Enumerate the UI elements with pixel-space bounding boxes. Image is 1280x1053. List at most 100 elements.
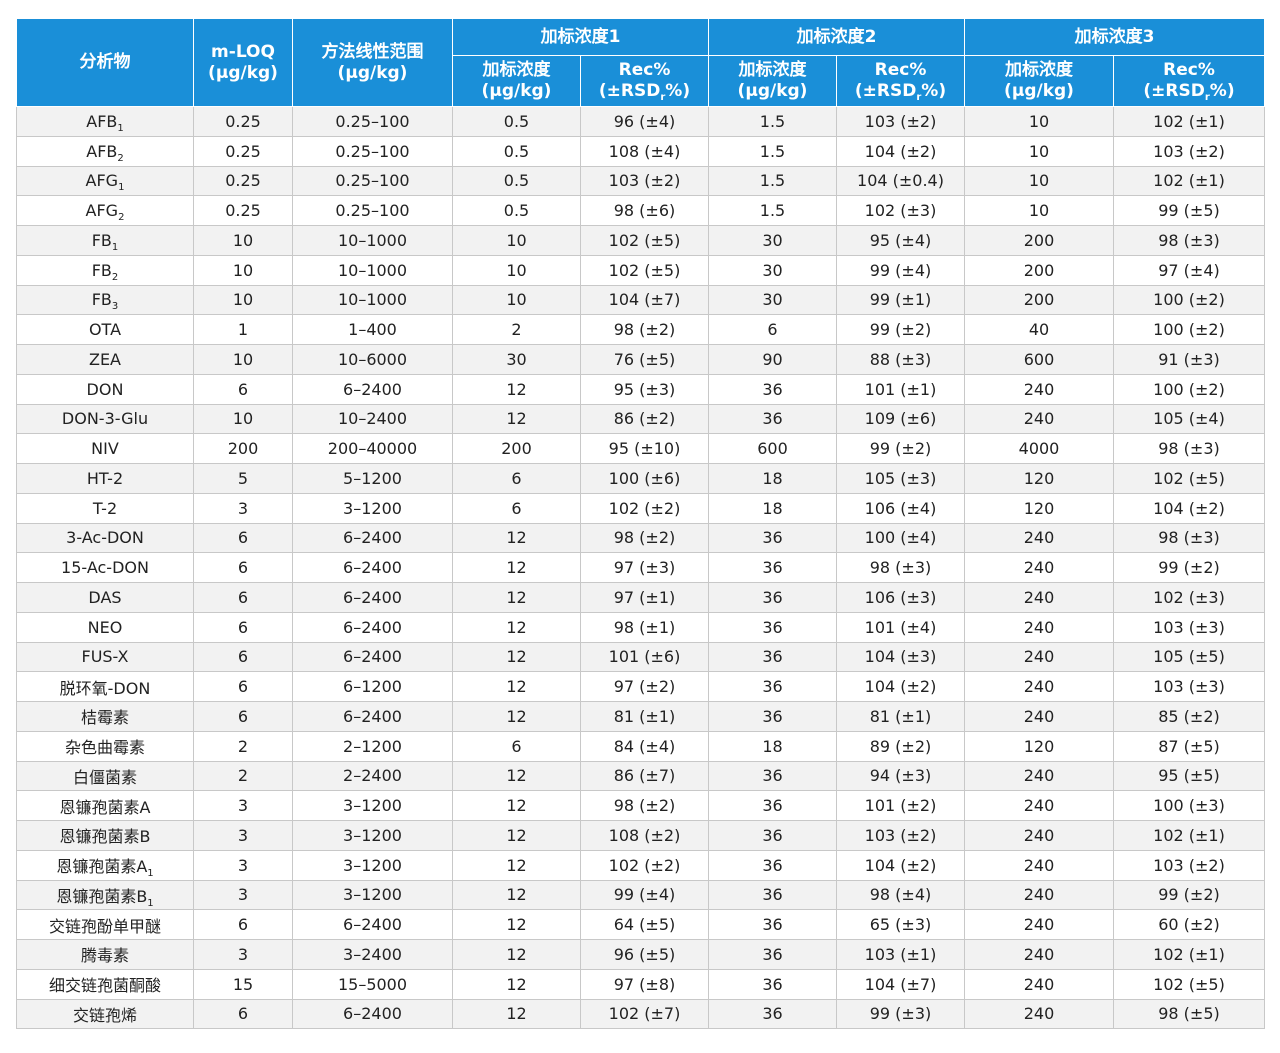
- cell-mloq: 6: [193, 909, 293, 940]
- analyte-name: DON-3-Glu: [61, 409, 149, 429]
- cell-spike-2: 36: [708, 909, 837, 940]
- cell-range: 3–2400: [292, 939, 453, 970]
- cell-analyte: 恩镰孢菌素B1: [16, 879, 194, 911]
- cell-rec-1: 86 (±2): [580, 403, 709, 435]
- analyte-subscript: 1: [111, 241, 119, 253]
- cell-analyte: 恩镰孢菌素B: [16, 820, 194, 851]
- cell-rec-1: 103 (±2): [580, 165, 709, 197]
- cell-spike-3: 40: [964, 314, 1114, 345]
- cell-spike-3: 600: [964, 344, 1114, 375]
- recovery-table: 分析物 m-LOQ (μg/kg) 方法线性范围 (μg/kg) 加标浓度1 加…: [16, 18, 1265, 1030]
- cell-spike-1: 2: [452, 314, 581, 345]
- table-container: 分析物 m-LOQ (μg/kg) 方法线性范围 (μg/kg) 加标浓度1 加…: [16, 18, 1265, 1030]
- analyte-name: 恩镰孢菌素A: [59, 797, 151, 817]
- cell-rec-1: 95 (±3): [580, 373, 709, 405]
- cell-spike-2: 600: [708, 433, 837, 464]
- cell-analyte: 恩镰孢菌素A1: [16, 849, 194, 881]
- header-rec-line1: Rec%: [1163, 60, 1215, 80]
- cell-spike-1: 12: [452, 373, 581, 405]
- cell-analyte: DON: [16, 373, 194, 405]
- cell-rec-3: 100 (±3): [1113, 790, 1265, 821]
- cell-spike-3: 240: [964, 968, 1114, 1000]
- header-spike-line2: (μg/kg): [737, 81, 808, 101]
- header-rec-line2-post: %): [1209, 81, 1235, 101]
- cell-range: 0.25–100: [292, 195, 453, 226]
- header-group-1: 加标浓度1: [452, 18, 709, 56]
- cell-rec-3: 98 (±3): [1113, 522, 1265, 554]
- cell-spike-1: 12: [452, 582, 581, 613]
- cell-rec-3: 102 (±3): [1113, 582, 1265, 613]
- cell-spike-1: 12: [452, 760, 581, 792]
- table-row: 恩镰孢菌素B 3 3–1200 12 108 (±2) 36 103 (±2) 240 102 …: [16, 820, 1265, 851]
- cell-spike-3: 240: [964, 820, 1114, 851]
- cell-rec-2: 103 (±2): [836, 106, 965, 137]
- cell-analyte: 腾毒素: [16, 939, 194, 970]
- header-spike-line1: 加标浓度: [1005, 60, 1073, 80]
- cell-range: 6–2400: [292, 522, 453, 554]
- cell-spike-1: 12: [452, 790, 581, 821]
- analyte-name: 桔霉素: [80, 708, 129, 728]
- cell-rec-3: 95 (±5): [1113, 760, 1265, 792]
- cell-range: 10–2400: [292, 403, 453, 435]
- cell-analyte: 交链孢烯: [16, 998, 194, 1030]
- table-row: AFG2 0.25 0.25–100 0.5 98 (±6) 1.5 102 (±3) 10 9…: [16, 195, 1265, 226]
- cell-rec-2: 98 (±4): [836, 879, 965, 911]
- cell-range: 3–1200: [292, 879, 453, 911]
- cell-spike-2: 36: [708, 849, 837, 881]
- cell-rec-3: 102 (±5): [1113, 968, 1265, 1000]
- cell-rec-1: 98 (±2): [580, 314, 709, 345]
- cell-analyte: OTA: [16, 314, 194, 345]
- header-rec-line2-sub: r: [660, 92, 666, 103]
- cell-rec-3: 100 (±2): [1113, 373, 1265, 405]
- table-row: ZEA 10 10–6000 30 76 (±5) 90 88 (±3) 600 91 (±3): [16, 344, 1265, 375]
- cell-spike-3: 240: [964, 998, 1114, 1030]
- analyte-name: AFG: [85, 201, 119, 221]
- analyte-subscript: 2: [118, 212, 125, 224]
- cell-analyte: AFB2: [16, 135, 194, 167]
- header-rec-1: Rec% (±RSDr%): [580, 55, 709, 107]
- cell-rec-3: 103 (±2): [1113, 135, 1265, 167]
- cell-rec-3: 102 (±1): [1113, 939, 1265, 970]
- cell-analyte: T-2: [16, 492, 194, 524]
- table-row: 白僵菌素 2 2–2400 12 86 (±7) 36 94 (±3) 240 95 (±5): [16, 760, 1265, 792]
- analyte-name: OTA: [88, 320, 122, 340]
- header-range-line1: 方法线性范围: [321, 41, 424, 62]
- header-rec-line2-post: %): [665, 81, 691, 101]
- analyte-name: 3-Ac-DON: [66, 528, 144, 548]
- cell-spike-3: 240: [964, 849, 1114, 881]
- cell-mloq: 6: [193, 582, 293, 613]
- cell-mloq: 0.25: [193, 106, 293, 137]
- cell-rec-3: 99 (±2): [1113, 552, 1265, 583]
- analyte-subscript: 1: [147, 897, 154, 909]
- analyte-name: 细交链孢菌酮酸: [48, 976, 161, 996]
- cell-mloq: 3: [193, 939, 293, 970]
- header-mloq: m-LOQ (μg/kg): [193, 18, 293, 107]
- cell-spike-3: 240: [964, 522, 1114, 554]
- cell-rec-1: 64 (±5): [580, 909, 709, 940]
- cell-rec-1: 101 (±6): [580, 641, 709, 673]
- table-row: HT-2 5 5–1200 6 100 (±6) 18 105 (±3) 120 102 (±5…: [16, 463, 1265, 494]
- cell-rec-3: 98 (±3): [1113, 433, 1265, 464]
- cell-rec-3: 85 (±2): [1113, 701, 1265, 732]
- cell-spike-3: 120: [964, 730, 1114, 762]
- cell-rec-1: 76 (±5): [580, 344, 709, 375]
- analyte-subscript: 1: [147, 868, 154, 880]
- cell-spike-2: 36: [708, 582, 837, 613]
- table-row: AFB2 0.25 0.25–100 0.5 108 (±4) 1.5 104 (±2) 10…: [16, 135, 1265, 167]
- table-row: 恩镰孢菌素B1 3 3–1200 12 99 (±4) 36 98 (±4) 240 99 (±…: [16, 879, 1265, 911]
- cell-mloq: 6: [193, 998, 293, 1030]
- cell-spike-3: 240: [964, 671, 1114, 702]
- analyte-name: FB: [91, 260, 112, 280]
- cell-range: 6–2400: [292, 611, 453, 643]
- cell-spike-2: 1.5: [708, 135, 837, 167]
- cell-rec-2: 99 (±2): [836, 314, 965, 345]
- cell-spike-2: 36: [708, 701, 837, 732]
- analyte-name: 恩镰孢菌素B: [56, 886, 148, 906]
- cell-spike-1: 0.5: [452, 106, 581, 137]
- cell-range: 6–2400: [292, 641, 453, 673]
- table-row: FB1 10 10–1000 10 102 (±5) 30 95 (±4) 200 98 (±3…: [16, 225, 1265, 256]
- analyte-name: HT-2: [86, 468, 124, 488]
- cell-spike-2: 36: [708, 760, 837, 792]
- cell-mloq: 6: [193, 373, 293, 405]
- table-row: FUS-X 6 6–2400 12 101 (±6) 36 104 (±3) 240 105 (…: [16, 641, 1265, 673]
